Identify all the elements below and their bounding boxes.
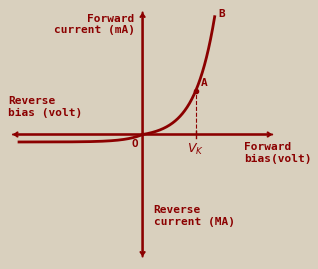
Text: A: A — [201, 78, 208, 88]
Text: $V_K$: $V_K$ — [187, 142, 204, 157]
Text: Reverse
bias (volt): Reverse bias (volt) — [8, 96, 82, 118]
Text: Forward
current (mA): Forward current (mA) — [54, 14, 135, 36]
Text: O: O — [131, 140, 138, 150]
Text: B: B — [218, 9, 225, 19]
Text: Reverse
current (MA): Reverse current (MA) — [154, 205, 235, 227]
Text: Forward
bias(volt): Forward bias(volt) — [244, 142, 312, 164]
